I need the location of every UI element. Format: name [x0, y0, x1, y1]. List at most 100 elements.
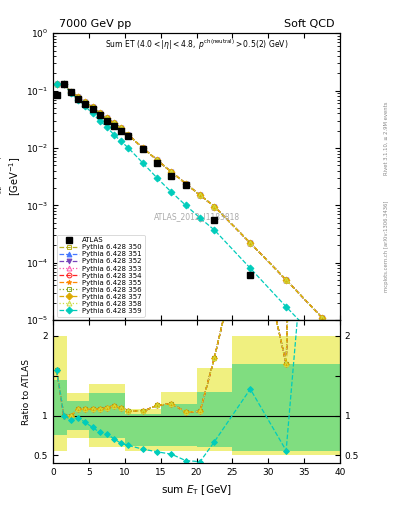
- Pythia 6.428 354: [76, 94, 81, 100]
- Pythia 6.428 354: [320, 314, 324, 321]
- Pythia 6.428 358: [112, 120, 116, 126]
- ATLAS: [69, 89, 73, 95]
- Pythia 6.428 350: [61, 81, 66, 87]
- Pythia 6.428 357: [169, 169, 174, 175]
- Pythia 6.428 357: [105, 115, 109, 121]
- Pythia 6.428 358: [212, 203, 217, 209]
- Text: Soft QCD: Soft QCD: [284, 19, 334, 29]
- Pythia 6.428 350: [126, 132, 131, 138]
- Pythia 6.428 355: [126, 132, 131, 138]
- Pythia 6.428 350: [76, 94, 81, 100]
- Pythia 6.428 356: [284, 277, 288, 283]
- ATLAS: [61, 81, 66, 87]
- Pythia 6.428 358: [184, 180, 188, 186]
- Pythia 6.428 354: [140, 145, 145, 151]
- Pythia 6.428 356: [61, 81, 66, 87]
- Pythia 6.428 353: [119, 125, 123, 132]
- Pythia 6.428 353: [83, 99, 88, 105]
- Pythia 6.428 359: [69, 90, 73, 96]
- Pythia 6.428 352: [69, 89, 73, 95]
- Pythia 6.428 355: [76, 94, 81, 100]
- Pythia 6.428 351: [198, 192, 202, 198]
- Pythia 6.428 354: [184, 180, 188, 186]
- ATLAS: [155, 160, 160, 166]
- Pythia 6.428 350: [83, 99, 88, 105]
- Pythia 6.428 351: [320, 314, 324, 321]
- Pythia 6.428 355: [61, 81, 66, 87]
- Pythia 6.428 351: [284, 277, 288, 283]
- Pythia 6.428 359: [212, 227, 217, 233]
- ATLAS: [83, 101, 88, 107]
- Pythia 6.428 351: [126, 132, 131, 138]
- Pythia 6.428 351: [90, 104, 95, 111]
- Pythia 6.428 351: [184, 180, 188, 186]
- Pythia 6.428 354: [248, 240, 253, 246]
- Pythia 6.428 353: [184, 180, 188, 186]
- Pythia 6.428 359: [155, 175, 160, 181]
- Line: Pythia 6.428 354: Pythia 6.428 354: [54, 81, 325, 320]
- Pythia 6.428 357: [155, 157, 160, 163]
- Pythia 6.428 351: [76, 94, 81, 100]
- Pythia 6.428 359: [320, 341, 324, 347]
- Pythia 6.428 355: [155, 157, 160, 163]
- Pythia 6.428 350: [105, 115, 109, 121]
- Pythia 6.428 358: [54, 81, 59, 87]
- Pythia 6.428 352: [54, 81, 59, 87]
- Text: mcplots.cern.ch [arXiv:1306.3436]: mcplots.cern.ch [arXiv:1306.3436]: [384, 200, 389, 291]
- Pythia 6.428 350: [248, 240, 253, 246]
- Pythia 6.428 358: [198, 192, 202, 198]
- Pythia 6.428 353: [54, 81, 59, 87]
- Pythia 6.428 350: [320, 314, 324, 321]
- Pythia 6.428 353: [169, 169, 174, 175]
- Pythia 6.428 352: [83, 99, 88, 105]
- Pythia 6.428 355: [320, 314, 324, 321]
- Pythia 6.428 355: [248, 240, 253, 246]
- Pythia 6.428 352: [76, 94, 81, 100]
- Pythia 6.428 353: [198, 192, 202, 198]
- Pythia 6.428 357: [198, 192, 202, 198]
- Pythia 6.428 355: [140, 145, 145, 151]
- Pythia 6.428 356: [119, 125, 123, 132]
- Pythia 6.428 353: [140, 145, 145, 151]
- Pythia 6.428 352: [155, 157, 160, 163]
- Line: Pythia 6.428 352: Pythia 6.428 352: [54, 81, 325, 320]
- Pythia 6.428 357: [83, 99, 88, 105]
- Pythia 6.428 357: [97, 110, 102, 116]
- Pythia 6.428 357: [248, 240, 253, 246]
- Y-axis label: $\frac{1}{N_\mathrm{evt}}\frac{d N_\mathrm{evt}}{d\mathrm{sum}\ E_\mathrm{T}}$
[: $\frac{1}{N_\mathrm{evt}}\frac{d N_\math…: [0, 154, 23, 199]
- Pythia 6.428 359: [284, 304, 288, 310]
- Text: Rivet 3.1.10, ≥ 2.9M events: Rivet 3.1.10, ≥ 2.9M events: [384, 101, 389, 175]
- Pythia 6.428 356: [140, 145, 145, 151]
- Pythia 6.428 359: [140, 160, 145, 166]
- ATLAS: [112, 123, 116, 129]
- Pythia 6.428 356: [184, 180, 188, 186]
- Pythia 6.428 357: [90, 104, 95, 111]
- Pythia 6.428 352: [140, 145, 145, 151]
- Pythia 6.428 357: [320, 314, 324, 321]
- Pythia 6.428 358: [90, 104, 95, 111]
- Pythia 6.428 355: [184, 180, 188, 186]
- Pythia 6.428 352: [119, 125, 123, 132]
- Pythia 6.428 359: [169, 189, 174, 195]
- Line: Pythia 6.428 359: Pythia 6.428 359: [54, 81, 325, 347]
- Pythia 6.428 350: [69, 89, 73, 95]
- Line: ATLAS: ATLAS: [54, 81, 325, 391]
- Text: ATLAS_2012_I1183818: ATLAS_2012_I1183818: [153, 212, 240, 221]
- Pythia 6.428 359: [76, 96, 81, 102]
- ATLAS: [97, 112, 102, 118]
- Pythia 6.428 353: [320, 314, 324, 321]
- Legend: ATLAS, Pythia 6.428 350, Pythia 6.428 351, Pythia 6.428 352, Pythia 6.428 353, P: ATLAS, Pythia 6.428 350, Pythia 6.428 35…: [57, 234, 145, 316]
- ATLAS: [119, 127, 123, 134]
- Pythia 6.428 355: [112, 120, 116, 126]
- Pythia 6.428 355: [69, 89, 73, 95]
- Pythia 6.428 351: [212, 203, 217, 209]
- Pythia 6.428 358: [83, 99, 88, 105]
- Pythia 6.428 353: [69, 89, 73, 95]
- ATLAS: [184, 181, 188, 187]
- Pythia 6.428 351: [97, 110, 102, 116]
- Pythia 6.428 354: [155, 157, 160, 163]
- Pythia 6.428 355: [284, 277, 288, 283]
- Pythia 6.428 354: [69, 89, 73, 95]
- Pythia 6.428 356: [83, 99, 88, 105]
- ATLAS: [90, 106, 95, 113]
